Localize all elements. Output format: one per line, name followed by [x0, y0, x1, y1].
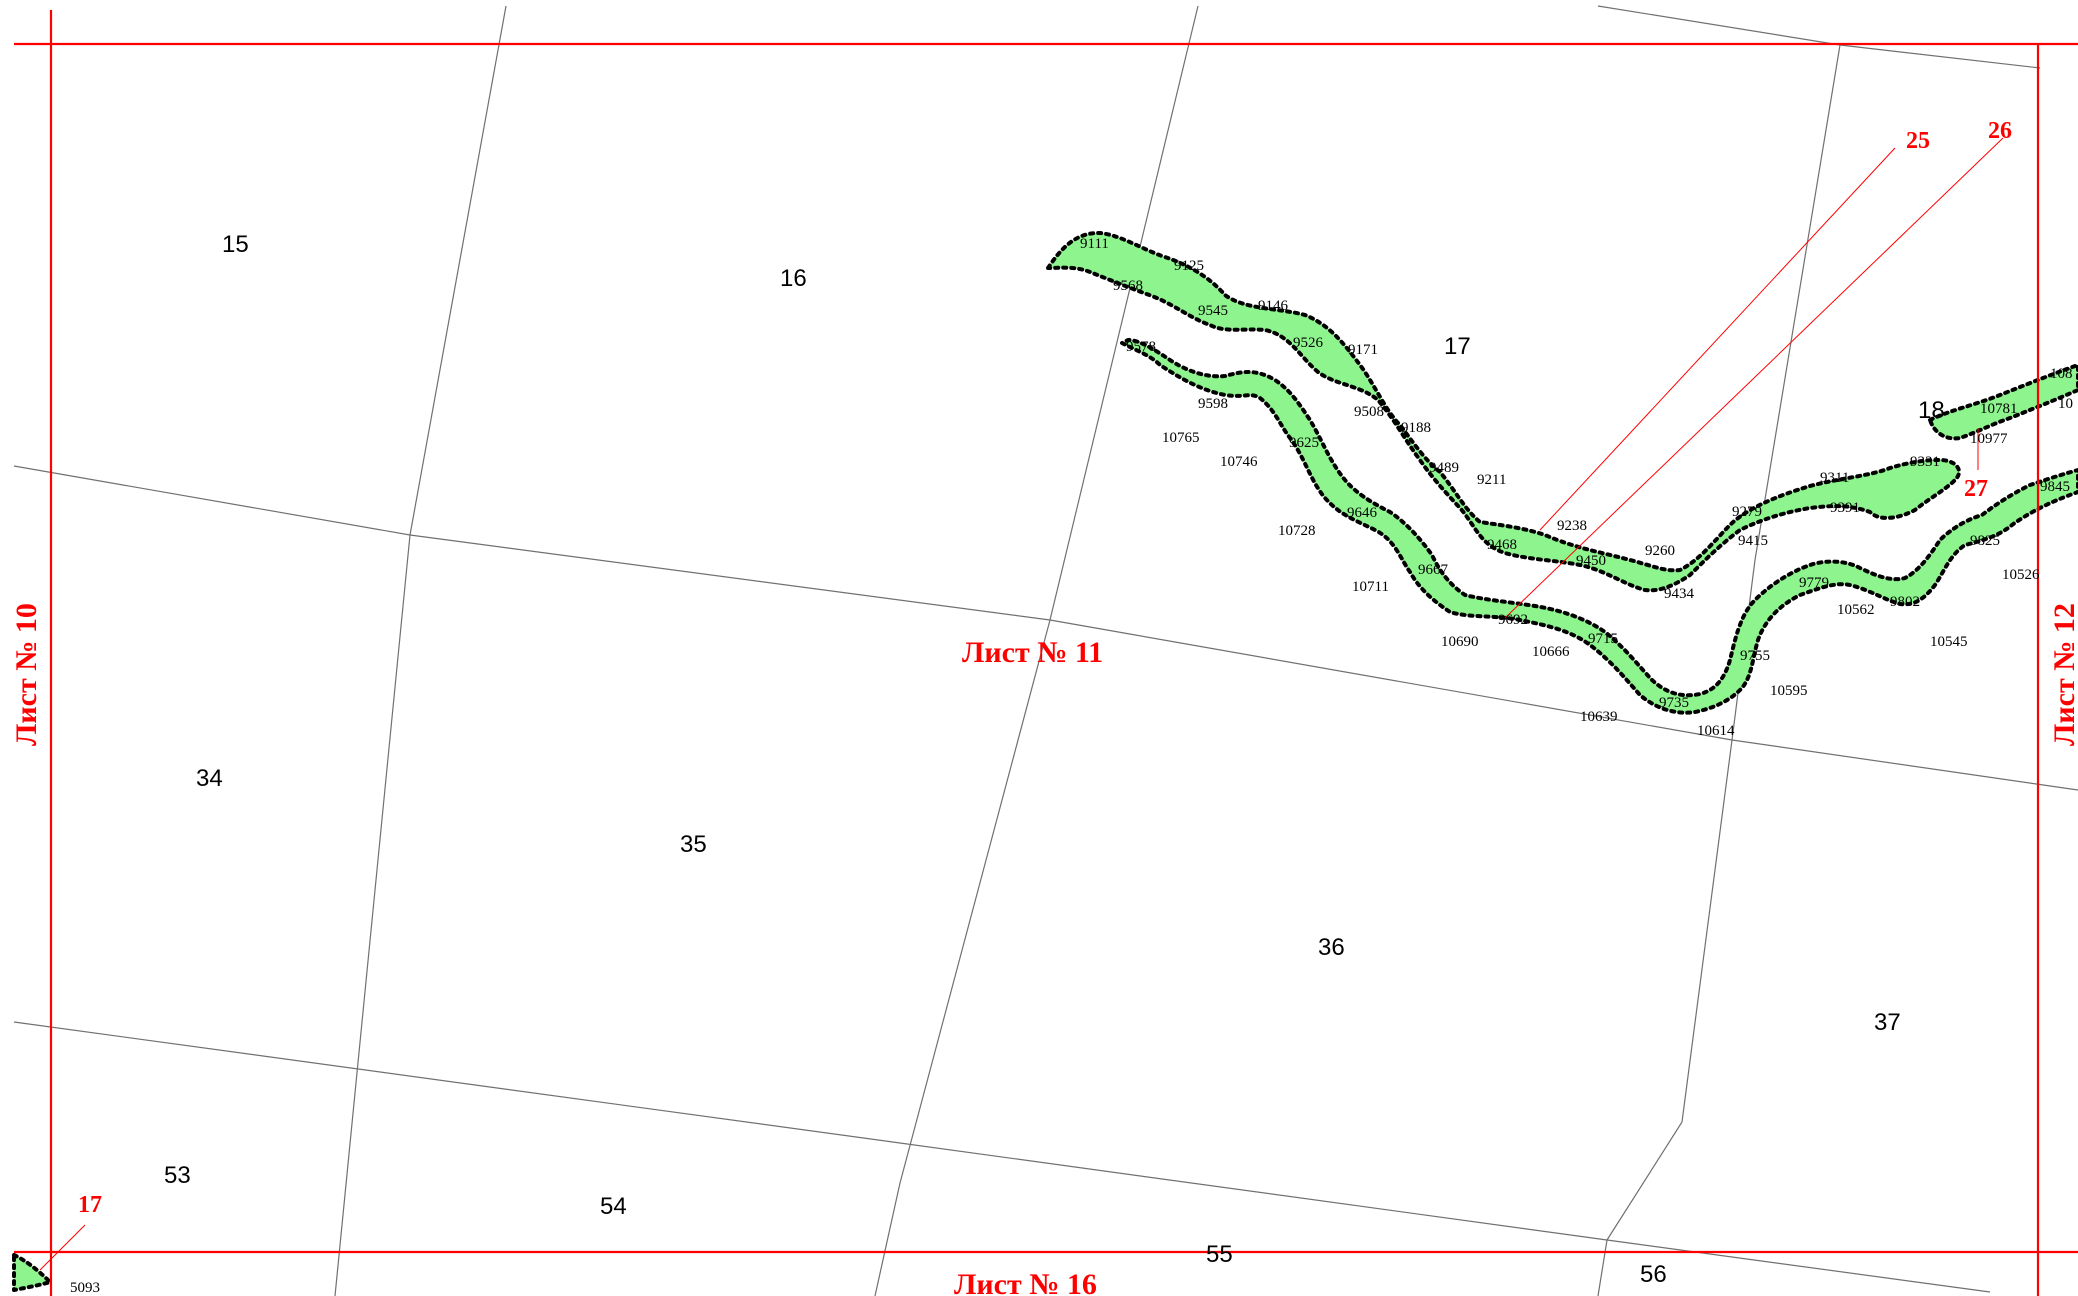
point-label: 9171 — [1348, 342, 1378, 358]
parcel-56: 56 — [1640, 1261, 1667, 1288]
point-label: 9489 — [1429, 460, 1459, 476]
point-label: 9755 — [1740, 648, 1770, 664]
point-label: 9845 — [2040, 479, 2070, 495]
point-label: 9468 — [1487, 537, 1517, 553]
point-label: 9692 — [1498, 612, 1528, 628]
point-label: 10562 — [1837, 602, 1875, 618]
point-label: 9260 — [1645, 543, 1675, 559]
point-label: 9146 — [1258, 298, 1289, 314]
point-label: 9646 — [1347, 505, 1378, 521]
callout-26: 26 — [1988, 118, 2012, 144]
strip-right-upper — [1928, 363, 2078, 441]
callout-25: 25 — [1906, 128, 1930, 154]
callout-leaders — [39, 137, 2004, 1271]
point-label: 10690 — [1441, 634, 1479, 650]
strip-upper — [1046, 230, 1961, 593]
parcel-54: 54 — [600, 1193, 627, 1220]
parcel-36: 36 — [1318, 934, 1345, 961]
sheet-current-label: Лист № 11 — [962, 636, 1103, 669]
point-label: 9415 — [1738, 533, 1768, 549]
point-label: 9211 — [1477, 472, 1506, 488]
parcel-16: 16 — [780, 265, 807, 292]
point-label: 9311 — [1820, 470, 1849, 486]
point-label: 10711 — [1352, 579, 1389, 595]
point-label: 10765 — [1162, 430, 1200, 446]
parcel-15: 15 — [222, 231, 249, 258]
point-label: 9598 — [1198, 396, 1228, 412]
point-label: 9526 — [1293, 335, 1324, 351]
sheet-labels: Лист № 11 Лист № 16 Лист № 10 Лист № 12 — [10, 603, 2078, 1296]
point-label: 9667 — [1418, 562, 1449, 578]
point-label: 10666 — [1532, 644, 1570, 660]
point-label: 9111 — [1080, 236, 1109, 252]
point-label: 9434 — [1664, 586, 1695, 602]
point-label: 9125 — [1174, 258, 1204, 274]
parcel-34: 34 — [196, 765, 223, 792]
protection-strips — [12, 230, 2078, 1292]
point-label: 9568 — [1113, 278, 1143, 294]
point-label: 9802 — [1890, 594, 1920, 610]
point-label: 108 — [2050, 366, 2073, 382]
point-label: 10 — [2058, 396, 2073, 412]
point-label: 10781 — [1980, 401, 2018, 417]
strip-lower — [1120, 338, 2078, 715]
callout-17: 17 — [78, 1192, 102, 1218]
parcel-17: 17 — [1444, 333, 1471, 360]
quarter-boundaries — [13, 5, 2078, 1296]
point-label: 10639 — [1580, 709, 1618, 725]
point-label: 9238 — [1557, 518, 1587, 534]
point-label: 9735 — [1659, 695, 1689, 711]
point-label: 9279 — [1732, 504, 1762, 520]
point-label: 5093 — [70, 1280, 100, 1296]
callout-labels: 25 26 27 17 — [78, 118, 2012, 1218]
point-label: 9578 — [1126, 339, 1156, 355]
parcel-18: 18 — [1918, 397, 1945, 424]
callout-27: 27 — [1964, 476, 1988, 502]
point-label: 10746 — [1220, 454, 1258, 470]
parcel-labels: 15 16 17 18 34 35 36 37 53 54 55 56 — [164, 231, 1945, 1288]
strip-corner — [12, 1253, 52, 1292]
point-label: 9825 — [1970, 533, 2000, 549]
parcel-55: 55 — [1206, 1241, 1233, 1268]
parcel-53: 53 — [164, 1162, 191, 1189]
sheet-right-label: Лист № 12 — [2048, 603, 2078, 746]
point-label: 9779 — [1799, 575, 1829, 591]
point-label: 10526 — [2002, 567, 2040, 583]
point-label: 10595 — [1770, 683, 1808, 699]
point-label: 9715 — [1588, 631, 1618, 647]
parcel-37: 37 — [1874, 1009, 1901, 1036]
point-label: 9331 — [1910, 454, 1940, 470]
sheet-left-label: Лист № 10 — [10, 603, 43, 746]
point-label: 9188 — [1401, 420, 1431, 436]
point-label: 9545 — [1198, 303, 1228, 319]
point-label: 9391 — [1830, 500, 1860, 516]
point-label: 10614 — [1697, 723, 1735, 739]
parcel-35: 35 — [680, 831, 707, 858]
point-labels: 9111 9125 9568 9545 9146 9526 9171 9508 … — [70, 236, 2073, 1296]
point-label: 10545 — [1930, 634, 1968, 650]
sheet-frame — [14, 10, 2078, 1296]
sheet-bottom-label: Лист № 16 — [954, 1268, 1097, 1296]
point-label: 9450 — [1576, 553, 1606, 569]
point-label: 10728 — [1278, 523, 1316, 539]
point-label: 9625 — [1289, 435, 1319, 451]
point-label: 10977 — [1970, 431, 2008, 447]
point-label: 9508 — [1354, 404, 1384, 420]
